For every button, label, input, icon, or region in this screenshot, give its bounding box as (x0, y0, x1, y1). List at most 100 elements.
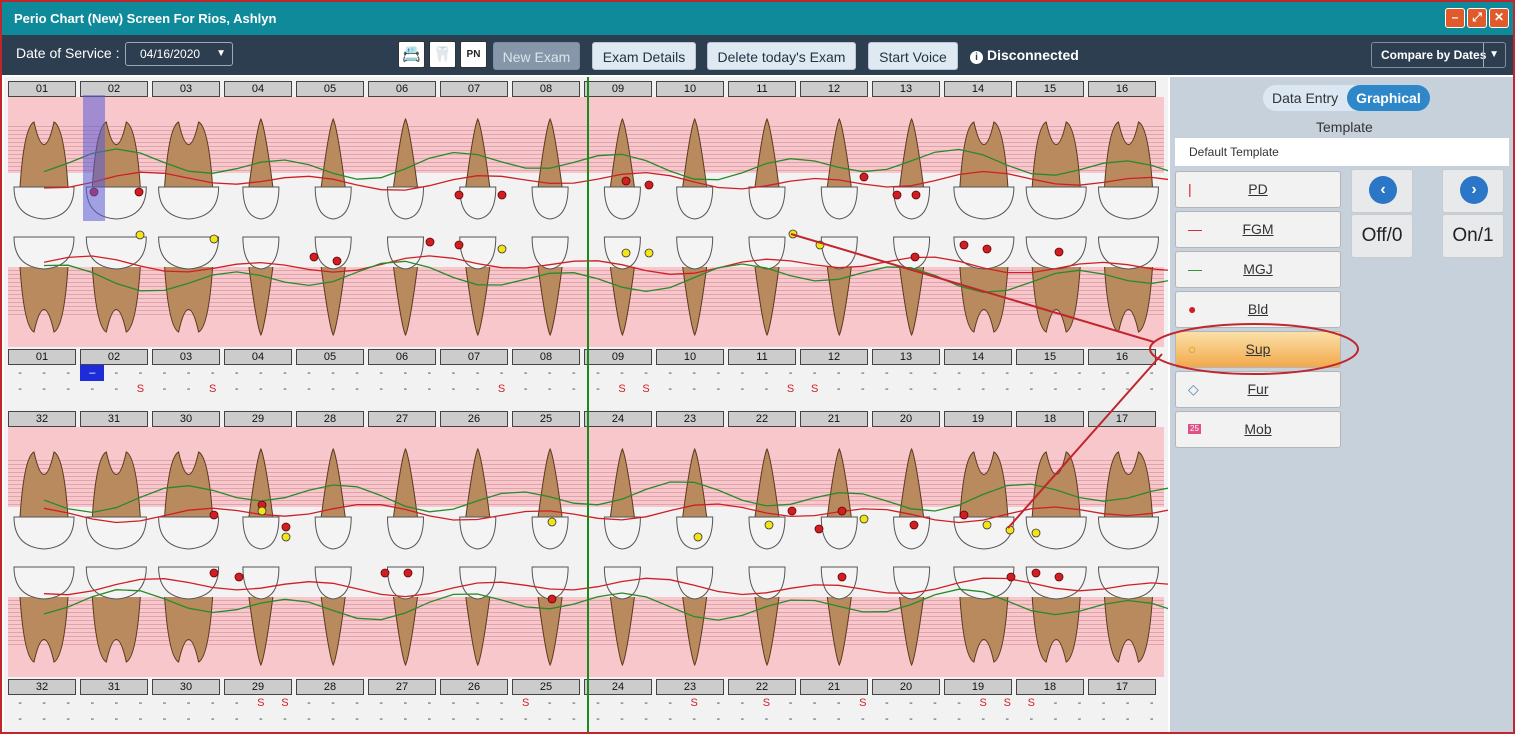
tooth-number[interactable]: 30 (152, 679, 220, 695)
measure-cell[interactable]: - (403, 697, 408, 709)
measure-cell[interactable]: - (427, 713, 432, 725)
maximize-icon[interactable]: ⤢ (1467, 8, 1487, 28)
tooth-number[interactable]: 26 (440, 679, 508, 695)
progress-note-icon[interactable]: PN (460, 41, 487, 68)
measure-cell[interactable]: - (740, 383, 745, 395)
measure-cell[interactable]: S (522, 697, 530, 709)
suppuration-tool-button[interactable]: ○ Sup (1175, 331, 1341, 368)
close-icon[interactable]: ✕ (1489, 8, 1509, 28)
tooth-number[interactable]: 15 (1016, 81, 1084, 97)
tooth-number[interactable]: 19 (944, 411, 1012, 427)
measure-cell[interactable]: - (788, 713, 793, 725)
measure-cell[interactable]: - (764, 383, 769, 395)
measure-cell[interactable]: - (981, 367, 985, 379)
tooth-icon[interactable]: 🦷 (429, 41, 456, 68)
tooth-number[interactable]: 20 (872, 411, 940, 427)
measure-cell[interactable]: - (42, 367, 46, 379)
fgm-tool-button[interactable]: — FGM (1175, 211, 1341, 248)
measure-cell[interactable]: - (114, 367, 119, 379)
measure-cell[interactable]: - (234, 713, 239, 725)
delete-exam-button[interactable]: Delete today's Exam (707, 42, 856, 70)
mgj-tool-button[interactable]: — MGJ (1175, 251, 1341, 288)
measure-cell[interactable]: S (497, 383, 506, 395)
tooth-number[interactable]: 21 (800, 411, 868, 427)
measure-cell[interactable]: - (331, 697, 335, 709)
measure-cell[interactable]: - (114, 697, 119, 709)
measure-cell[interactable]: - (668, 697, 672, 709)
measure-cell[interactable]: - (716, 713, 721, 725)
tooth-number[interactable]: 14 (944, 349, 1012, 365)
measure-cell[interactable]: - (644, 697, 648, 709)
measure-cell[interactable]: - (909, 713, 913, 725)
measure-cell[interactable]: - (379, 713, 384, 725)
measure-cell[interactable]: - (933, 383, 937, 395)
tooth-number[interactable]: 31 (80, 679, 148, 695)
measure-cell[interactable]: - (692, 383, 697, 395)
tooth-number[interactable]: 29 (224, 411, 292, 427)
tooth-number[interactable]: 04 (224, 349, 292, 365)
measure-cell[interactable]: - (379, 367, 384, 379)
tooth-number[interactable]: 05 (296, 349, 364, 365)
tooth-number[interactable]: 28 (296, 411, 364, 427)
perio-chart-area[interactable]: 01 02 03 04 05 06 07 08 09 10 11 12 13 14 15 16 01 02 03 0… (4, 77, 1168, 732)
tooth-number[interactable]: 22 (728, 679, 796, 695)
measure-cell[interactable]: - (812, 713, 817, 725)
measure-cell[interactable]: - (355, 367, 359, 379)
measure-cell[interactable]: - (572, 697, 576, 709)
measure-cell[interactable]: - (885, 697, 889, 709)
measure-cell[interactable]: - (836, 367, 841, 379)
measure-cell[interactable]: - (355, 713, 359, 725)
measure-cell[interactable]: - (475, 713, 480, 725)
pd-tool-button[interactable]: | PD (1175, 171, 1341, 208)
tooth-number[interactable]: 10 (656, 349, 724, 365)
tooth-number[interactable]: 13 (872, 349, 940, 365)
measure-cell[interactable]: - (740, 367, 745, 379)
measure-cell[interactable]: - (451, 713, 456, 725)
measure-cell[interactable]: - (138, 367, 143, 379)
measure-cell[interactable]: - (475, 367, 480, 379)
measure-cell[interactable]: - (933, 367, 937, 379)
measure-cell[interactable]: - (909, 383, 913, 395)
tooth-number[interactable]: 03 (152, 81, 220, 97)
tab-data-entry[interactable]: Data Entry (1272, 90, 1339, 106)
measure-cell[interactable]: S (208, 383, 217, 395)
tooth-number[interactable]: 24 (584, 411, 652, 427)
measure-cell[interactable]: - (981, 383, 985, 395)
measure-cell[interactable]: - (162, 697, 167, 709)
bleeding-tool-button[interactable]: ● Bld (1175, 291, 1341, 328)
measure-cell[interactable]: - (740, 697, 745, 709)
measure-cell[interactable]: - (451, 383, 456, 395)
tooth-number[interactable]: 32 (8, 679, 76, 695)
measure-cell[interactable]: - (66, 383, 71, 395)
measure-cell[interactable]: - (90, 697, 95, 709)
previous-button[interactable]: ‹ (1351, 169, 1413, 213)
measure-cell[interactable]: - (692, 713, 697, 725)
measure-cell[interactable]: S (281, 697, 289, 709)
off-value-button[interactable]: Off/0 (1351, 214, 1413, 258)
measure-cell[interactable]: S (642, 383, 650, 395)
measure-cell[interactable]: - (114, 713, 119, 725)
measure-cell[interactable]: - (547, 713, 552, 725)
tooth-number[interactable]: 10 (656, 81, 724, 97)
measure-cell[interactable]: - (162, 383, 167, 395)
tooth-number[interactable]: 20 (872, 679, 940, 695)
measure-cell[interactable]: - (403, 713, 408, 725)
measure-cell[interactable]: - (451, 367, 456, 379)
tooth-number[interactable]: 24 (584, 679, 652, 695)
measure-cell[interactable]: - (620, 713, 624, 725)
tooth-number[interactable]: 31 (80, 411, 148, 427)
measure-cell[interactable]: – (80, 365, 105, 381)
mobility-tool-button[interactable]: 25 Mob (1175, 411, 1341, 448)
measure-cell[interactable]: - (138, 713, 143, 725)
measure-cell[interactable]: - (162, 713, 167, 725)
measure-cell[interactable]: - (403, 367, 408, 379)
measure-cell[interactable]: - (523, 383, 528, 395)
measure-cell[interactable]: - (596, 383, 600, 395)
tooth-number[interactable]: 28 (296, 679, 364, 695)
measure-cell[interactable]: - (427, 697, 432, 709)
measure-cell[interactable]: - (186, 697, 191, 709)
measure-cell[interactable]: S (859, 697, 867, 709)
measure-cell[interactable]: - (885, 367, 889, 379)
measure-cell[interactable]: - (90, 383, 95, 395)
tooth-number[interactable]: 19 (944, 679, 1012, 695)
